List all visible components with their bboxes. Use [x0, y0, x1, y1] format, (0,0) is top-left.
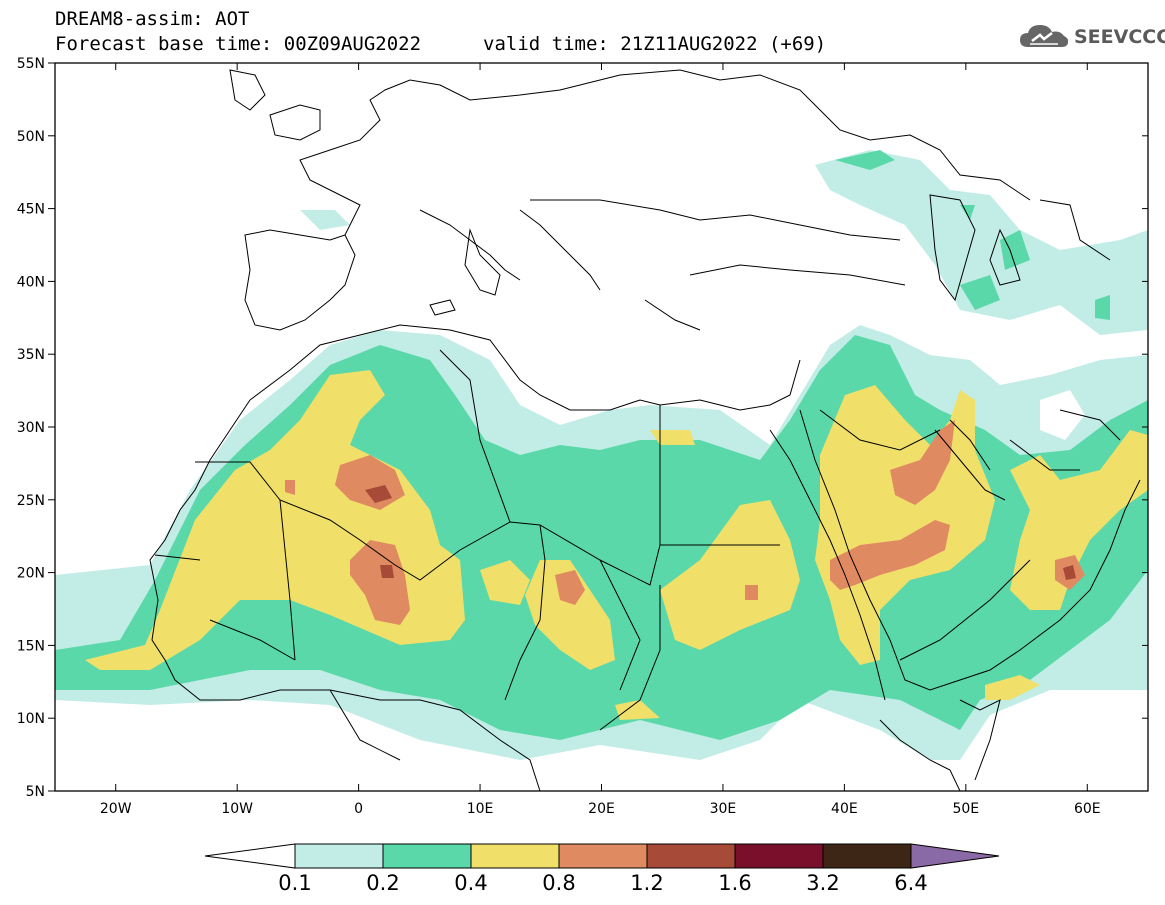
colorbar-label: 1.2 [630, 871, 663, 895]
logo-text: SEEVCCC [1074, 26, 1165, 48]
lat-tick-label: 50N [17, 129, 45, 145]
lon-tick-label: 60E [1074, 801, 1101, 817]
lon-tick-label: 20E [588, 801, 615, 817]
lon-tick-label: 30E [710, 801, 737, 817]
seevccc-logo: SEEVCCC [1018, 22, 1165, 52]
colorbar-swatch [646, 843, 736, 869]
map-title: DREAM8-assim: AOT [55, 8, 250, 30]
colorbar-label: 0.2 [366, 871, 399, 895]
lat-tick-label: 10N [17, 711, 45, 727]
lon-tick-label: 50E [952, 801, 979, 817]
colorbar-swatch [558, 843, 648, 869]
lat-tick-label: 5N [26, 784, 45, 800]
longitude-axis: 20W 10W 0 10E 20E 30E 40E 50E 60E [100, 63, 1101, 817]
colorbar-swatch [734, 843, 824, 869]
lat-tick-label: 30N [17, 420, 45, 436]
colorbar-label: 3.2 [806, 871, 839, 895]
lat-tick-label: 55N [17, 56, 45, 72]
lat-tick-label: 15N [17, 638, 45, 654]
lat-tick-label: 20N [17, 566, 45, 582]
colorbar-label: 0.4 [454, 871, 487, 895]
aot-level-05 [365, 485, 1076, 580]
colorbar-swatch [822, 843, 912, 869]
lon-tick-label: 0 [354, 801, 363, 817]
valid-time: valid time: 21Z11AUG2022 (+69) [483, 33, 827, 55]
lat-tick-label: 25N [17, 493, 45, 509]
colorbar: 0.1 0.2 0.4 0.8 1.2 1.6 3.2 6.4 [204, 843, 1000, 895]
colorbar-swatch [382, 843, 472, 869]
colorbar-label: 6.4 [894, 871, 927, 895]
colorbar-label: 1.6 [718, 871, 751, 895]
colorbar-swatch [470, 843, 560, 869]
lat-tick-label: 45N [17, 202, 45, 218]
lat-tick-label: 35N [17, 347, 45, 363]
lon-tick-label: 10W [221, 801, 253, 817]
coastlines-borders [149, 69, 1141, 791]
colorbar-label: 0.8 [542, 871, 575, 895]
forecast-base-time: Forecast base time: 00Z09AUG2022 [55, 33, 422, 55]
colorbar-swatch [294, 843, 384, 869]
colorbar-under-arrow [204, 843, 296, 869]
lon-tick-label: 20W [100, 801, 132, 817]
colorbar-label: 0.1 [278, 871, 311, 895]
aot-level-04 [285, 420, 1085, 625]
lon-tick-label: 10E [467, 801, 494, 817]
colorbar-over-arrow [910, 843, 1000, 869]
latitude-axis: 55N 50N 45N 40N 35N 30N 25N 20N 15N 10N 5N [17, 56, 1148, 800]
lon-tick-label: 40E [831, 801, 858, 817]
cloud-icon [1020, 25, 1069, 47]
lat-tick-label: 40N [17, 274, 45, 290]
